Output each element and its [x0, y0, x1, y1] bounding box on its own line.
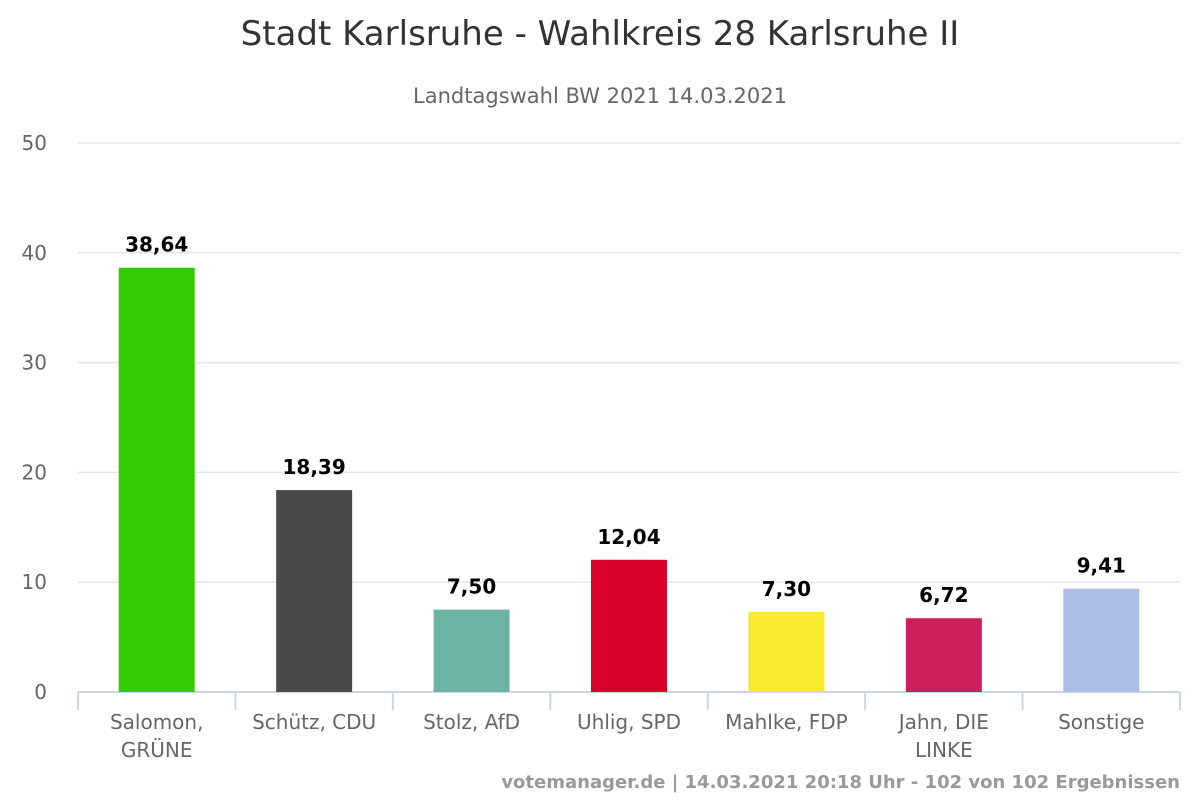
data-label: 38,64 — [125, 233, 188, 257]
chart-subtitle: Landtagswahl BW 2021 14.03.2021 — [413, 84, 787, 108]
x-tick-label: Jahn, DIE — [897, 710, 989, 734]
data-label: 18,39 — [283, 455, 346, 479]
x-tick-label: GRÜNE — [121, 738, 193, 762]
y-tick-label: 20 — [22, 460, 47, 484]
y-tick-label: 0 — [34, 680, 47, 704]
y-tick-label: 50 — [22, 131, 47, 155]
data-label: 12,04 — [597, 525, 660, 549]
credits-footer[interactable]: votemanager.de | 14.03.2021 20:18 Uhr - … — [501, 772, 1180, 793]
x-tick-label: Uhlig, SPD — [577, 710, 681, 734]
data-label: 7,30 — [762, 577, 811, 601]
x-tick-label: Mahlke, FDP — [725, 710, 848, 734]
data-label: 9,41 — [1077, 554, 1126, 578]
x-tick-label: Stolz, AfD — [423, 710, 520, 734]
bar-5 — [748, 611, 825, 692]
bar-2 — [276, 490, 353, 692]
x-tick-label: Sonstige — [1058, 710, 1144, 734]
y-tick-label: 10 — [22, 570, 47, 594]
chart-title: Stadt Karlsruhe - Wahlkreis 28 Karlsruhe… — [240, 14, 960, 54]
bar-1 — [118, 267, 195, 692]
y-tick-label: 40 — [22, 241, 47, 265]
data-label: 6,72 — [919, 583, 968, 607]
x-tick-label: Schütz, CDU — [252, 710, 376, 734]
bar-7 — [1063, 588, 1140, 692]
bar-6 — [905, 618, 982, 692]
y-tick-label: 30 — [22, 351, 47, 375]
x-tick-label: LINKE — [915, 738, 973, 762]
data-label: 7,50 — [447, 575, 496, 599]
bar-3 — [433, 609, 510, 692]
bar-4 — [591, 559, 667, 692]
x-tick-label: Salomon, — [110, 710, 204, 734]
